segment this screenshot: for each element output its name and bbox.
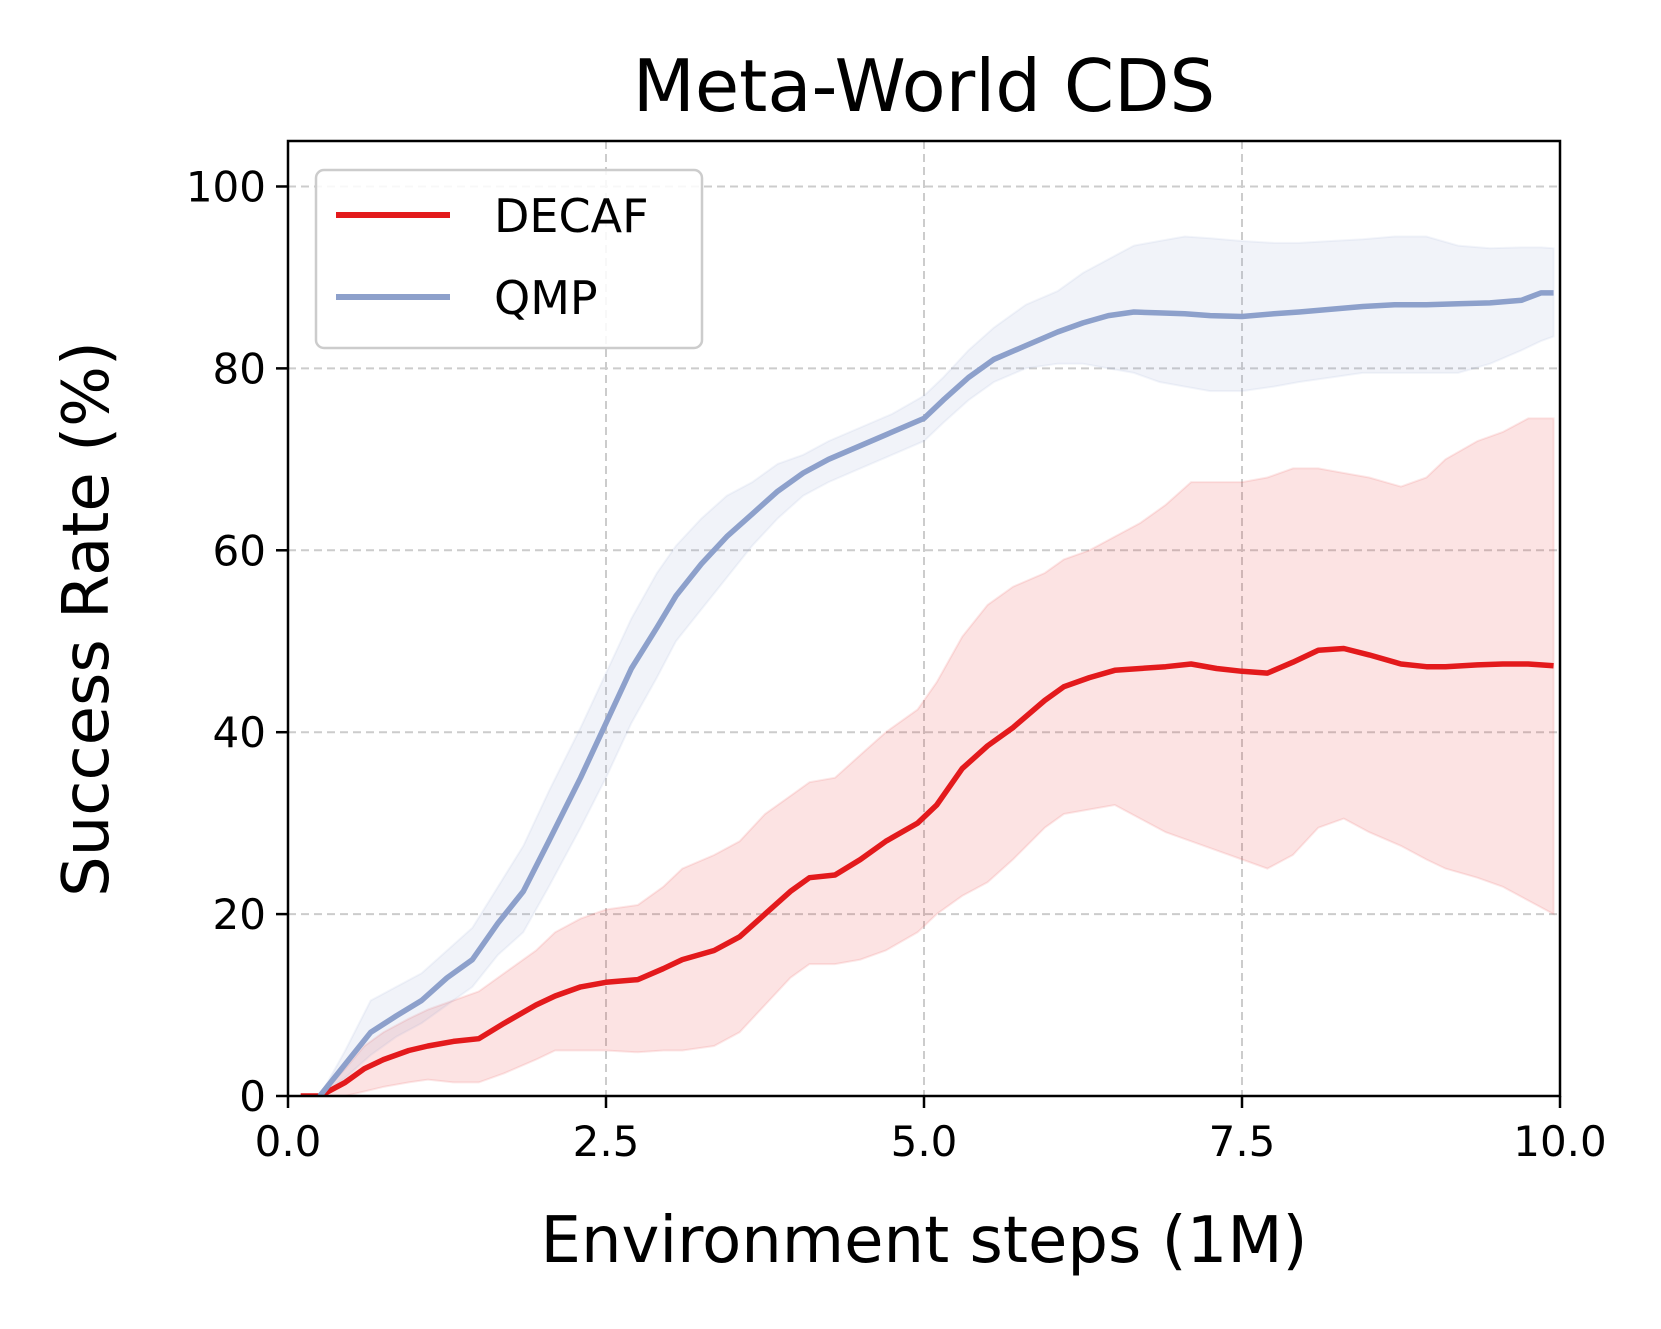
y-tick-label: 80 xyxy=(213,344,266,393)
series-lines xyxy=(300,290,1554,1096)
y-axis-label: Success Rate (%) xyxy=(50,341,124,897)
y-tick-label: 0 xyxy=(239,1072,266,1121)
legend-label-decaf: DECAF xyxy=(494,189,649,243)
confidence-bands xyxy=(300,235,1555,1096)
x-axis-label: Environment steps (1M) xyxy=(541,1204,1308,1278)
legend-label-qmp: QMP xyxy=(494,271,598,325)
series-line-decaf xyxy=(300,645,1554,1096)
x-tick-label: 2.5 xyxy=(573,1117,640,1166)
y-tick-label: 100 xyxy=(186,162,266,211)
y-tick-label: 60 xyxy=(213,526,266,575)
band-decaf xyxy=(300,417,1555,1096)
x-tick-label: 0.0 xyxy=(255,1117,322,1166)
x-tick-label: 10.0 xyxy=(1513,1117,1607,1166)
grid-lines xyxy=(288,141,1560,1096)
chart-title: Meta-World CDS xyxy=(633,44,1215,128)
y-tick-label: 40 xyxy=(213,708,266,757)
y-tick-label: 20 xyxy=(213,890,266,939)
x-tick-label: 7.5 xyxy=(1209,1117,1276,1166)
y-axis-ticks: 0 20 40 60 80 100 xyxy=(186,162,288,1121)
series-line-qmp xyxy=(317,290,1554,1096)
x-tick-label: 5.0 xyxy=(891,1117,958,1166)
legend: DECAF QMP xyxy=(314,168,704,350)
x-axis-ticks: 0.0 2.5 5.0 7.5 10.0 xyxy=(255,1096,1607,1166)
